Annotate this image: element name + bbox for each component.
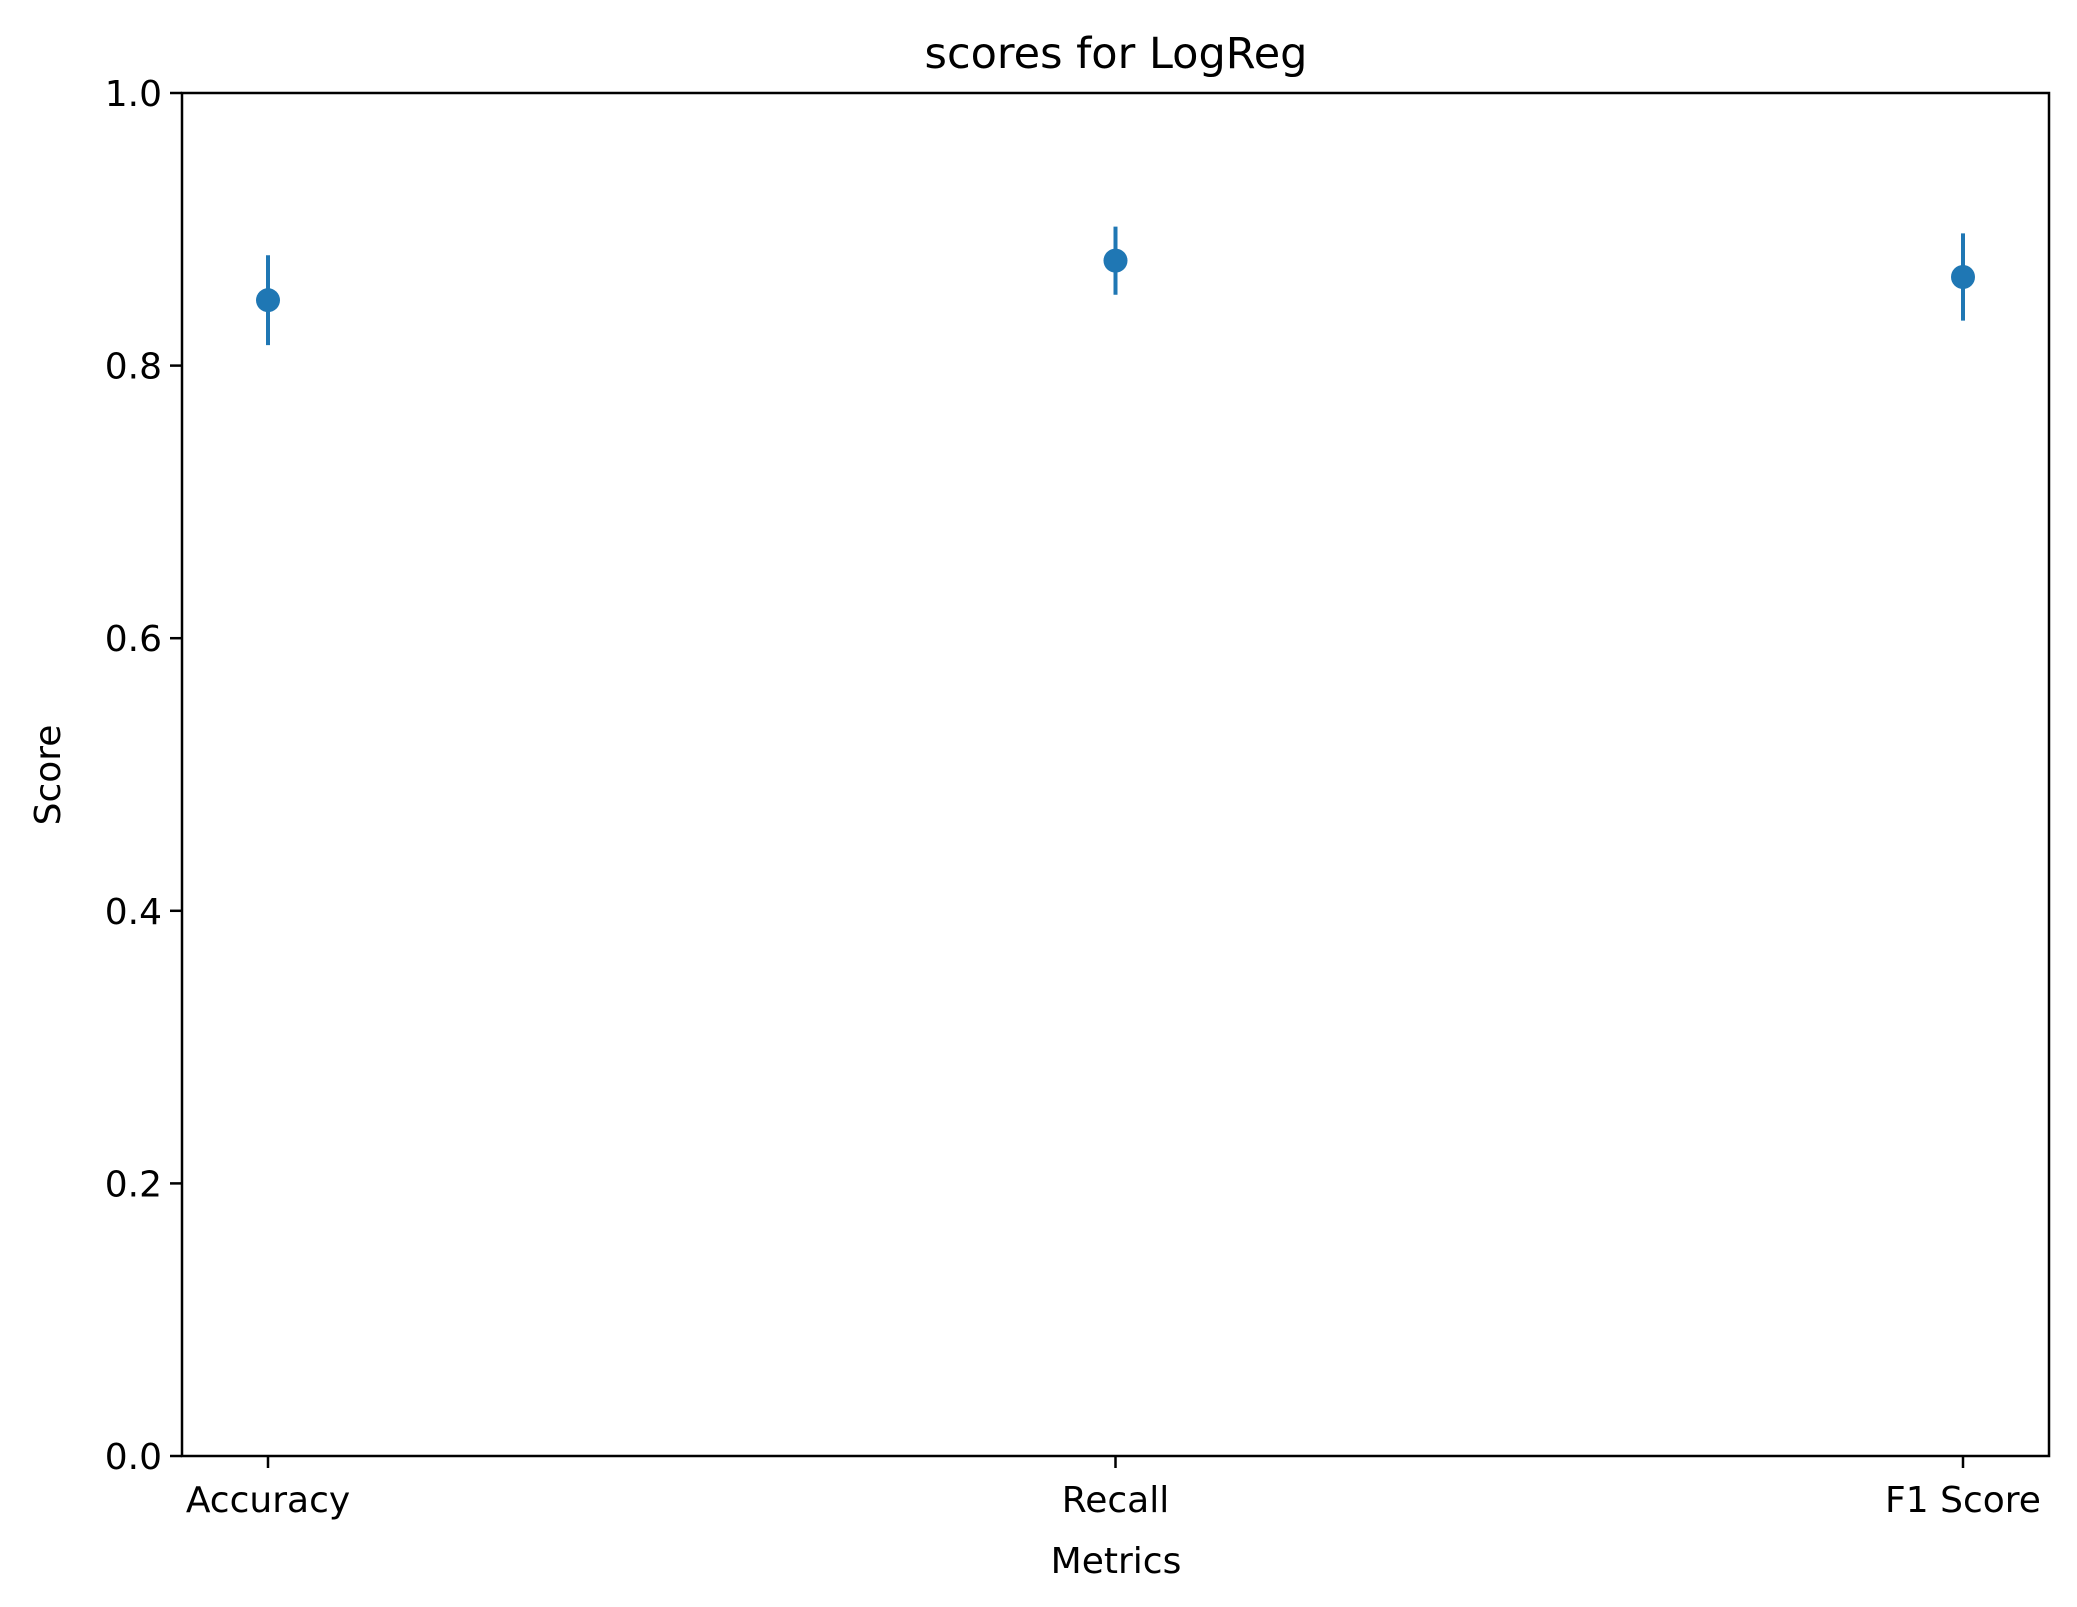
x-tick-label: Accuracy bbox=[186, 1480, 350, 1521]
data-points bbox=[256, 226, 1975, 346]
x-tick-label: Recall bbox=[1062, 1480, 1169, 1521]
y-axis-label: Score bbox=[28, 725, 69, 826]
y-tick-label: 0.0 bbox=[105, 1437, 162, 1478]
y-tick-label: 1.0 bbox=[105, 74, 162, 115]
chart-title: scores for LogReg bbox=[925, 29, 1308, 79]
y-tick-label: 0.6 bbox=[105, 619, 162, 660]
y-axis-ticks: 0.0 0.2 0.4 0.6 0.8 1.0 bbox=[105, 74, 182, 1478]
y-tick-label: 0.4 bbox=[105, 892, 162, 933]
y-tick-label: 0.8 bbox=[105, 347, 162, 388]
x-axis-label: Metrics bbox=[1051, 1541, 1182, 1582]
axes-frame bbox=[180, 91, 2051, 1458]
data-point bbox=[1951, 265, 1975, 290]
x-axis-ticks: Accuracy Recall F1 Score bbox=[186, 1456, 2041, 1521]
data-point bbox=[1103, 248, 1128, 273]
y-tick-label: 0.2 bbox=[105, 1164, 162, 1205]
data-point bbox=[256, 288, 280, 313]
x-tick-label: F1 Score bbox=[1885, 1480, 2041, 1521]
